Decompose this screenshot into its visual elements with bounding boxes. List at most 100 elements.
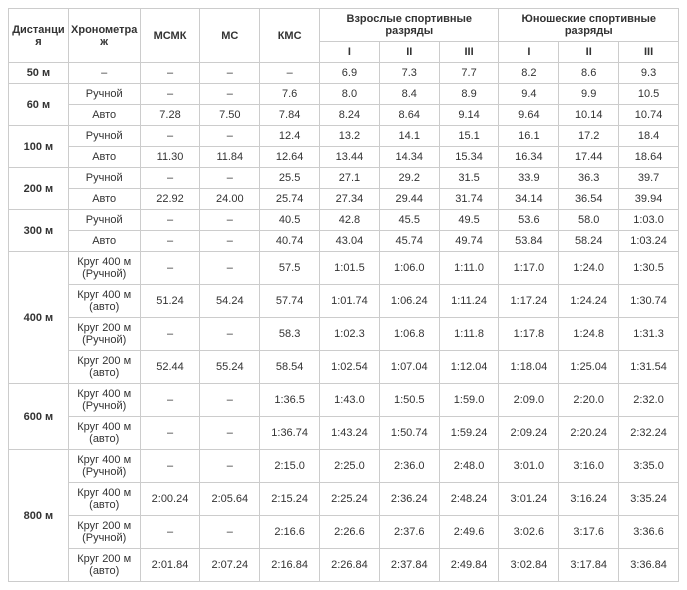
header-ms: МС: [200, 9, 260, 63]
chrono-cell: Круг 400 м (авто): [68, 417, 140, 450]
table-row: 800 мКруг 400 м (Ручной)––2:15.02:25.02:…: [9, 450, 679, 483]
table-row: Авто––40.7443.0445.7449.7453.8458.241:03…: [9, 231, 679, 252]
value-cell: 29.44: [379, 189, 439, 210]
value-cell: 39.94: [619, 189, 679, 210]
value-cell: 2:26.6: [320, 516, 380, 549]
value-cell: 3:35.0: [619, 450, 679, 483]
value-cell: –: [200, 84, 260, 105]
value-cell: –: [200, 516, 260, 549]
chrono-cell: Круг 400 м (авто): [68, 285, 140, 318]
value-cell: 58.0: [559, 210, 619, 231]
value-cell: 2:25.0: [320, 450, 380, 483]
value-cell: –: [140, 318, 200, 351]
value-cell: 11.30: [140, 147, 200, 168]
value-cell: 2:09.24: [499, 417, 559, 450]
header-adult-3: III: [439, 42, 499, 63]
value-cell: –: [260, 63, 320, 84]
value-cell: 1:50.74: [379, 417, 439, 450]
distance-cell: 60 м: [9, 84, 69, 126]
value-cell: –: [200, 252, 260, 285]
value-cell: 3:01.0: [499, 450, 559, 483]
value-cell: 1:17.24: [499, 285, 559, 318]
chrono-cell: Круг 200 м (Ручной): [68, 318, 140, 351]
value-cell: 45.5: [379, 210, 439, 231]
value-cell: 8.9: [439, 84, 499, 105]
value-cell: 3:35.24: [619, 483, 679, 516]
value-cell: 27.34: [320, 189, 380, 210]
value-cell: 1:43.24: [320, 417, 380, 450]
value-cell: –: [140, 63, 200, 84]
table-row: Круг 400 м (авто)2:00.242:05.642:15.242:…: [9, 483, 679, 516]
value-cell: 31.74: [439, 189, 499, 210]
value-cell: 51.24: [140, 285, 200, 318]
table-row: 200 мРучной––25.527.129.231.533.936.339.…: [9, 168, 679, 189]
value-cell: 9.4: [499, 84, 559, 105]
value-cell: 1:43.0: [320, 384, 380, 417]
value-cell: –: [200, 168, 260, 189]
value-cell: –: [200, 231, 260, 252]
value-cell: 1:11.8: [439, 318, 499, 351]
value-cell: 1:03.0: [619, 210, 679, 231]
value-cell: 53.6: [499, 210, 559, 231]
value-cell: 1:17.0: [499, 252, 559, 285]
value-cell: 22.92: [140, 189, 200, 210]
chrono-cell: Авто: [68, 105, 140, 126]
table-row: Круг 200 м (Ручной)––2:16.62:26.62:37.62…: [9, 516, 679, 549]
table-row: Круг 200 м (Ручной)––58.31:02.31:06.81:1…: [9, 318, 679, 351]
value-cell: 1:06.24: [379, 285, 439, 318]
value-cell: 1:01.74: [320, 285, 380, 318]
chrono-cell: Круг 200 м (авто): [68, 351, 140, 384]
value-cell: 3:17.6: [559, 516, 619, 549]
value-cell: 10.14: [559, 105, 619, 126]
table-row: 60 мРучной––7.68.08.48.99.49.910.5: [9, 84, 679, 105]
value-cell: –: [140, 210, 200, 231]
value-cell: 57.74: [260, 285, 320, 318]
value-cell: –: [200, 63, 260, 84]
distance-cell: 600 м: [9, 384, 69, 450]
value-cell: 2:05.64: [200, 483, 260, 516]
value-cell: 34.14: [499, 189, 559, 210]
header-junior: Юношеские спортивные разряды: [499, 9, 679, 42]
value-cell: 1:07.04: [379, 351, 439, 384]
value-cell: 15.34: [439, 147, 499, 168]
value-cell: 2:49.84: [439, 549, 499, 582]
value-cell: 1:11.0: [439, 252, 499, 285]
value-cell: 2:07.24: [200, 549, 260, 582]
header-junior-1: I: [499, 42, 559, 63]
value-cell: 1:31.3: [619, 318, 679, 351]
value-cell: 16.34: [499, 147, 559, 168]
value-cell: 2:37.84: [379, 549, 439, 582]
value-cell: 9.9: [559, 84, 619, 105]
value-cell: 39.7: [619, 168, 679, 189]
value-cell: 33.9: [499, 168, 559, 189]
value-cell: 1:12.04: [439, 351, 499, 384]
value-cell: 6.9: [320, 63, 380, 84]
value-cell: 12.64: [260, 147, 320, 168]
value-cell: 2:48.0: [439, 450, 499, 483]
header-kms: КМС: [260, 9, 320, 63]
value-cell: 8.4: [379, 84, 439, 105]
value-cell: 1:31.54: [619, 351, 679, 384]
value-cell: 1:36.5: [260, 384, 320, 417]
table-row: Круг 200 м (авто)52.4455.2458.541:02.541…: [9, 351, 679, 384]
value-cell: 1:24.0: [559, 252, 619, 285]
value-cell: 1:30.74: [619, 285, 679, 318]
value-cell: –: [140, 231, 200, 252]
value-cell: –: [200, 450, 260, 483]
value-cell: 2:01.84: [140, 549, 200, 582]
value-cell: 2:16.84: [260, 549, 320, 582]
value-cell: 3:36.84: [619, 549, 679, 582]
value-cell: –: [140, 450, 200, 483]
value-cell: 3:01.24: [499, 483, 559, 516]
header-chrono: Хронометраж: [68, 9, 140, 63]
value-cell: 40.5: [260, 210, 320, 231]
value-cell: 25.74: [260, 189, 320, 210]
value-cell: 57.5: [260, 252, 320, 285]
value-cell: 42.8: [320, 210, 380, 231]
value-cell: 36.54: [559, 189, 619, 210]
chrono-cell: Круг 400 м (Ручной): [68, 384, 140, 417]
value-cell: 7.3: [379, 63, 439, 84]
value-cell: –: [140, 384, 200, 417]
header-adult: Взрослые спортивные разряды: [320, 9, 499, 42]
value-cell: 1:02.3: [320, 318, 380, 351]
